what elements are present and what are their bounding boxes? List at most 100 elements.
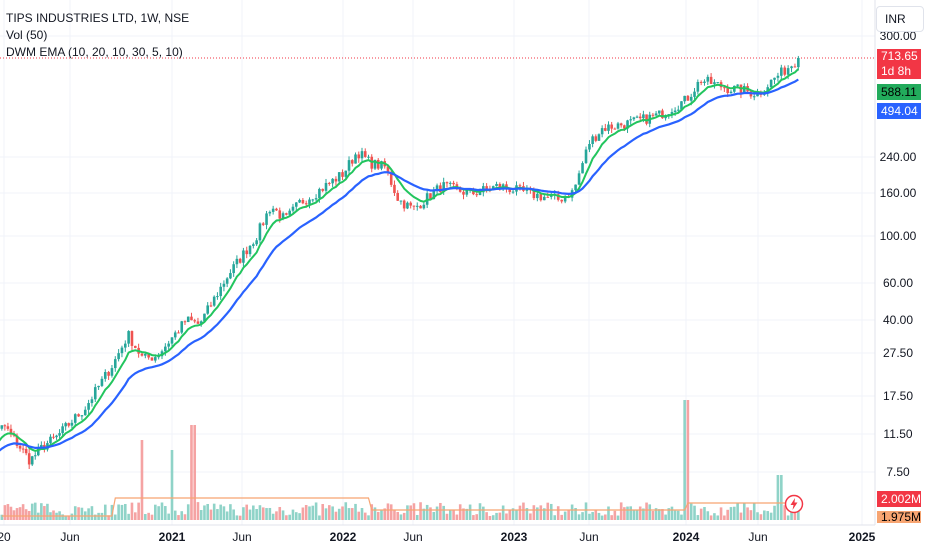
volume-bar [797,506,800,520]
candle-body [67,423,70,426]
volume-bar [157,506,160,520]
candle-body [495,183,498,187]
volume-bar [43,506,46,520]
volume-bar [164,506,167,520]
volume-bar [3,505,7,520]
candle-body [508,188,512,192]
candle-body [723,87,726,89]
candle-body [83,409,87,416]
candle-body [261,223,265,225]
volume-bar [311,505,315,520]
volume-tag: 2.002M [877,491,921,507]
volume-bar [713,513,716,520]
candle-body [525,189,529,191]
volume-bar [271,513,275,520]
volume-bar [780,475,783,520]
volume-bar [334,511,338,520]
x-tick-label: Jun [232,530,251,544]
volume-bar [432,511,436,520]
candle-body [123,343,127,348]
candle-body [209,305,213,307]
volume-bar [642,508,645,520]
candle-body [180,321,184,333]
candle-body [344,170,348,177]
y-tick-label: 11.50 [883,427,912,441]
candle-body [442,182,445,193]
candle-body [331,178,334,184]
volume-bar [594,510,598,520]
candle-body [657,110,661,114]
x-tick-label: 2023 [501,530,528,544]
candle-body [716,82,720,84]
volume-bar [465,508,469,520]
volume-bar [749,510,753,520]
candle-body [110,368,114,376]
volume-bar [525,508,529,520]
volume-bar [574,507,577,520]
volume-bar [331,506,334,520]
candle-body [439,185,442,193]
candle-body [610,124,613,129]
candle-body [298,199,301,203]
volume-bar [344,502,348,520]
candle-body [419,205,422,209]
volume-bar [716,515,720,520]
volume-bar [686,400,690,520]
volume-bar [238,515,242,520]
x-tick-label: 2024 [673,530,700,544]
candle-body [623,125,626,129]
candle-body [30,456,34,465]
volume-bar [468,504,472,520]
volume-bar [726,509,729,520]
volume-bar [199,510,203,520]
volume-bar [435,506,439,520]
volume-bar [752,502,756,520]
symbol-title[interactable]: TIPS INDUSTRIES LTD, 1W, NSE [6,11,190,25]
flash-icon[interactable] [784,494,804,514]
candle-body [245,250,249,255]
volume-bar [406,505,409,520]
candle-body [291,206,295,211]
candle-body [699,81,703,83]
volume-bar [90,506,94,520]
volume-bar [706,511,710,520]
volume-bar [518,505,522,520]
volume-bar [563,511,567,520]
volume-bar [415,514,419,520]
candle-body [255,240,258,245]
candle-body [9,428,13,434]
y-tick-label: 240.00 [880,150,917,164]
x-tick-label: 2022 [330,530,357,544]
currency-button[interactable]: INR [876,6,924,32]
volume-bar [52,510,55,520]
volume-bar [396,511,400,520]
x-tick-label: Jun [748,530,767,544]
candle-body [742,86,746,94]
time-axis[interactable]: 20 Jun 2021 Jun 2022 Jun 2023 Jun 2024 Jun 2025 [0,524,876,544]
candle-body [518,185,522,187]
candle-body [324,182,328,191]
ema-legend[interactable]: DWM EMA (10, 20, 10, 30, 5, 10) [6,45,183,59]
candle-body [127,331,130,344]
candle-body [100,378,104,386]
volume-legend[interactable]: Vol (50) [6,28,48,42]
y-tick-label: 160.00 [880,186,917,200]
volume-bar [553,515,557,520]
candle-body [776,75,780,78]
candle-body [232,264,235,274]
volume-bar [321,504,325,520]
candle-body [196,321,200,324]
candle-body [347,160,351,171]
candle-body [367,156,370,158]
y-tick-label: 7.50 [886,465,910,479]
volume-bar [219,504,222,520]
candle-body [435,185,439,191]
volume-bar [793,508,797,520]
price-axis[interactable]: 300.00 240.00 160.00 100.00 60.00 40.00 27.50 1… [874,0,917,525]
volume-bar [542,508,546,520]
volume-bar [399,514,403,520]
candle-body [73,414,77,423]
volume-bar [645,502,648,520]
volume-bar [462,508,465,520]
